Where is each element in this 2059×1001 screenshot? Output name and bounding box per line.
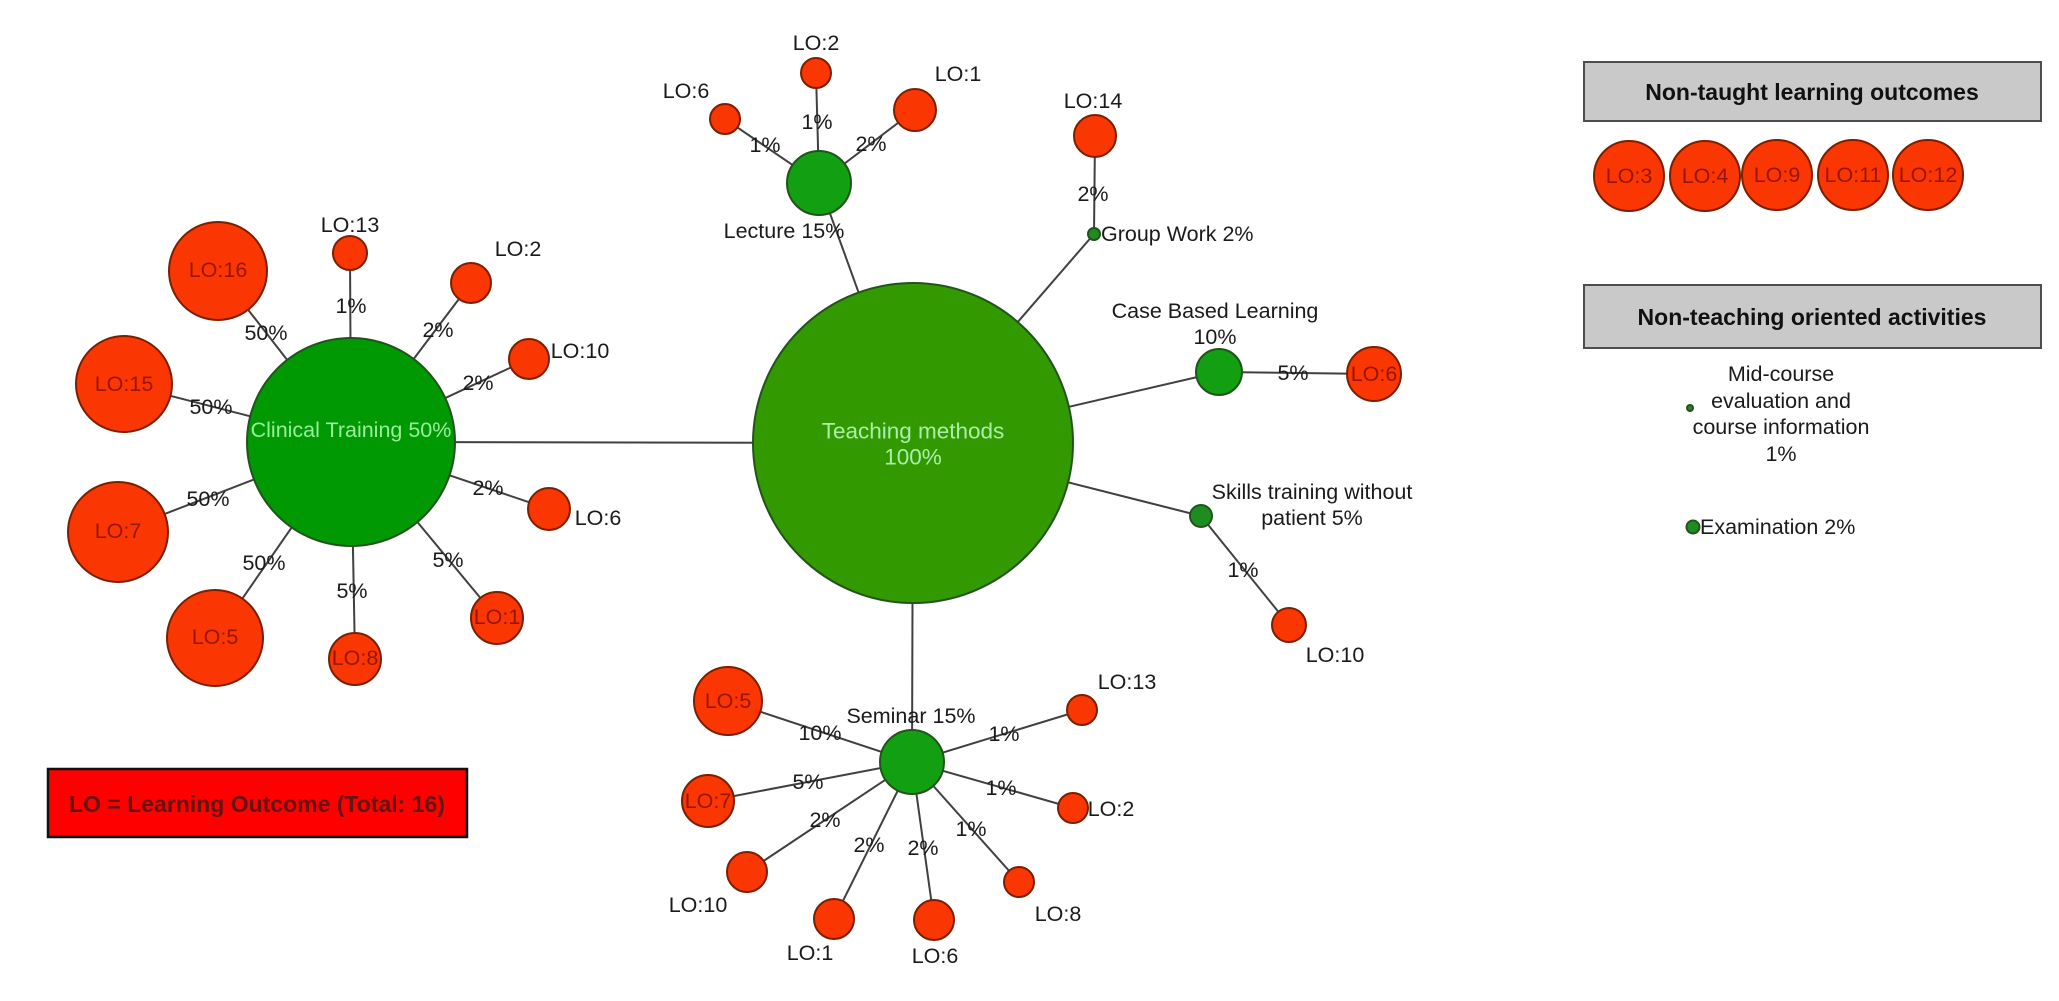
svg-text:LO:13: LO:13	[1098, 670, 1157, 694]
svg-text:5%: 5%	[1277, 361, 1308, 385]
svg-text:1%: 1%	[955, 817, 986, 841]
svg-text:5%: 5%	[792, 770, 823, 794]
svg-text:Seminar 15%: Seminar 15%	[846, 704, 975, 728]
svg-text:LO:13: LO:13	[321, 213, 380, 237]
svg-text:2%: 2%	[1077, 182, 1108, 206]
svg-text:LO:16: LO:16	[189, 258, 248, 282]
svg-text:LO:8: LO:8	[332, 646, 379, 670]
svg-text:10%: 10%	[798, 721, 841, 745]
svg-text:LO:4: LO:4	[1682, 164, 1729, 188]
svg-text:LO:8: LO:8	[1035, 902, 1082, 926]
svg-text:Group Work 2%: Group Work 2%	[1101, 222, 1254, 246]
svg-text:Non-teaching oriented activiti: Non-teaching oriented activities	[1638, 304, 1987, 330]
svg-text:2%: 2%	[462, 371, 493, 395]
svg-text:Examination 2%: Examination 2%	[1700, 515, 1855, 539]
svg-text:LO:6: LO:6	[912, 944, 959, 968]
svg-text:LO:10: LO:10	[669, 893, 728, 917]
svg-text:Mid-course: Mid-course	[1728, 362, 1834, 386]
svg-text:evaluation and: evaluation and	[1711, 389, 1851, 413]
svg-text:LO:6: LO:6	[1351, 362, 1398, 386]
svg-text:1%: 1%	[335, 294, 366, 318]
svg-text:2%: 2%	[907, 836, 938, 860]
svg-text:5%: 5%	[432, 548, 463, 572]
svg-text:LO:10: LO:10	[551, 339, 610, 363]
svg-text:1%: 1%	[749, 133, 780, 157]
svg-text:Clinical Training 50%: Clinical Training 50%	[251, 418, 452, 442]
svg-text:1%: 1%	[1227, 558, 1258, 582]
svg-text:1%: 1%	[801, 110, 832, 134]
svg-text:LO:6: LO:6	[575, 506, 622, 530]
svg-text:LO:5: LO:5	[192, 625, 239, 649]
svg-text:LO:15: LO:15	[95, 372, 154, 396]
svg-text:LO:2: LO:2	[1088, 797, 1135, 821]
svg-text:LO:9: LO:9	[1754, 163, 1801, 187]
svg-text:LO:3: LO:3	[1606, 164, 1653, 188]
svg-text:5%: 5%	[336, 579, 367, 603]
svg-text:2%: 2%	[855, 132, 886, 156]
svg-text:LO:12: LO:12	[1899, 163, 1958, 187]
svg-text:LO:2: LO:2	[495, 237, 542, 261]
svg-text:10%: 10%	[1193, 325, 1236, 349]
svg-text:2%: 2%	[422, 318, 453, 342]
svg-text:LO:6: LO:6	[663, 79, 710, 103]
svg-text:50%: 50%	[189, 395, 232, 419]
svg-text:LO:1: LO:1	[474, 605, 521, 629]
svg-text:50%: 50%	[244, 321, 287, 345]
svg-text:LO:7: LO:7	[685, 789, 732, 813]
svg-text:1%: 1%	[988, 722, 1019, 746]
svg-text:course information: course information	[1693, 415, 1870, 439]
svg-text:LO:14: LO:14	[1064, 89, 1123, 113]
svg-text:50%: 50%	[242, 551, 285, 575]
svg-text:LO:11: LO:11	[1825, 163, 1882, 187]
svg-text:LO:10: LO:10	[1306, 643, 1365, 667]
svg-text:Non-taught learning outcomes: Non-taught learning outcomes	[1645, 79, 1979, 105]
svg-text:LO:1: LO:1	[935, 62, 982, 86]
svg-text:Case Based Learning: Case Based Learning	[1112, 299, 1319, 323]
svg-text:1%: 1%	[1765, 442, 1796, 466]
svg-text:100%: 100%	[884, 445, 942, 470]
svg-text:50%: 50%	[186, 487, 229, 511]
svg-text:LO:1: LO:1	[787, 941, 834, 965]
svg-text:1%: 1%	[985, 776, 1016, 800]
svg-text:patient 5%: patient 5%	[1261, 506, 1363, 530]
svg-text:Lecture 15%: Lecture 15%	[724, 219, 845, 243]
svg-text:2%: 2%	[809, 808, 840, 832]
svg-text:2%: 2%	[472, 476, 503, 500]
svg-text:LO = Learning Outcome (Total:: LO = Learning Outcome (Total: 16)	[69, 791, 445, 817]
svg-text:Teaching methods: Teaching methods	[822, 419, 1005, 444]
svg-text:LO:5: LO:5	[705, 689, 752, 713]
svg-text:LO:7: LO:7	[95, 519, 142, 543]
svg-text:2%: 2%	[853, 833, 884, 857]
svg-text:LO:2: LO:2	[793, 31, 840, 55]
svg-text:Skills training without: Skills training without	[1212, 480, 1413, 504]
